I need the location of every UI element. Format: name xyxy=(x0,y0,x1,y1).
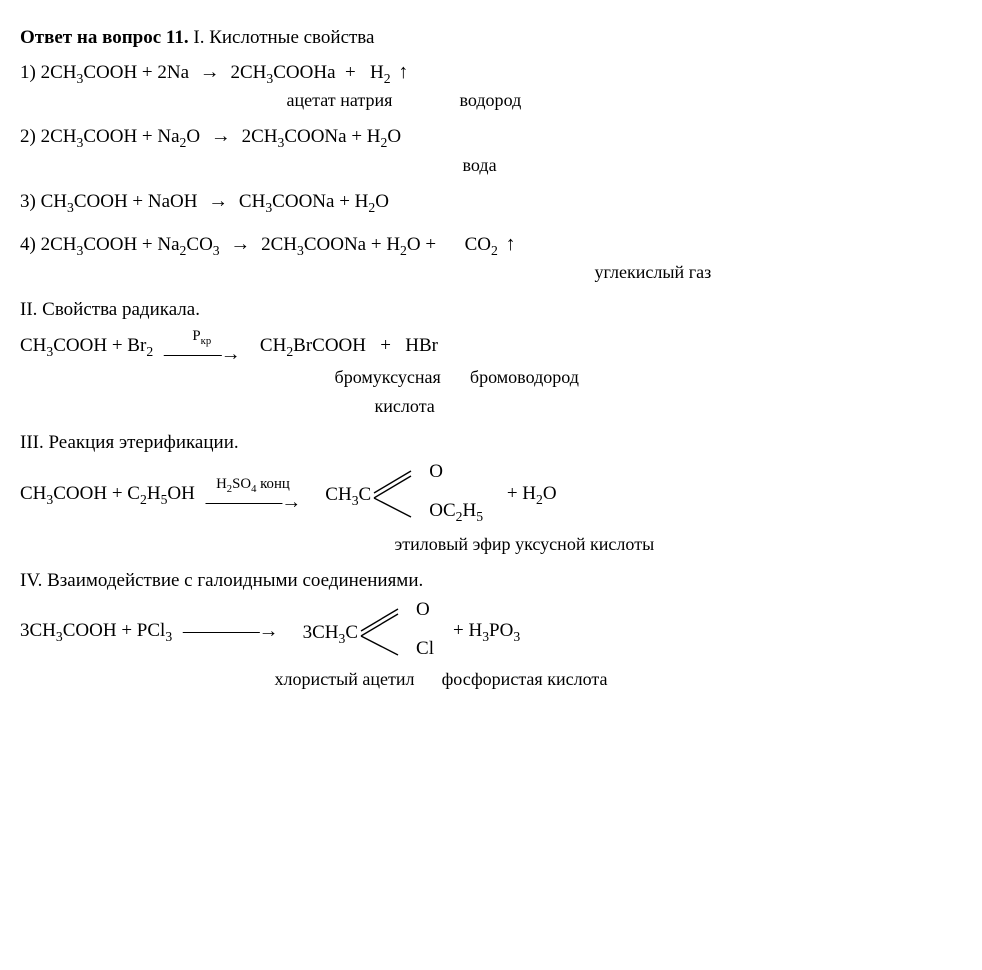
r1-rhs1: 2CH3COOHa xyxy=(230,62,335,83)
r7-tail: + H3PO3 xyxy=(453,617,520,647)
r2-annot: вода xyxy=(20,152,962,178)
bond-diagram-icon xyxy=(358,603,414,659)
r7-prod-bot: Cl xyxy=(416,638,434,660)
r4-lhs: 2CH3COOH + Na2CO3 xyxy=(41,234,220,255)
r7-ann2: фосфористая кислота xyxy=(442,669,608,689)
arrow-icon: ————→ xyxy=(183,622,278,642)
arrow-with-condition: H2SO4 конц ————→ xyxy=(206,477,301,513)
r1-rhs2: H2 xyxy=(370,62,391,83)
r2-lhs: 2CH3COOH + Na2O xyxy=(41,126,201,147)
long-arrow-icon: ————→ xyxy=(183,622,278,642)
r5-rhs1: CH2BrCOOH xyxy=(260,335,366,356)
reaction-6: CH3COOH + C2H5OH H2SO4 конц ————→ CH3C O… xyxy=(20,465,962,525)
r3-lhs: CH3COOH + NaOH xyxy=(41,191,198,212)
r5-rhs2: HBr xyxy=(405,335,438,356)
r7-prod-left: 3CH3C xyxy=(303,603,358,646)
long-arrow-icon: ———→ xyxy=(164,345,240,365)
r6-prod-left: CH3C xyxy=(325,465,371,508)
arrow-icon: → xyxy=(208,187,228,216)
r1-ann1: ацетат натрия xyxy=(287,90,393,110)
arrow-icon: → xyxy=(230,230,250,259)
r6-tail: + H2O xyxy=(507,480,557,510)
title-line: Ответ на вопрос 11. I. Кислотные свойств… xyxy=(20,24,962,52)
r4-annot: углекислый газ xyxy=(20,259,962,285)
r7-lhs: 3CH3COOH + PCl3 xyxy=(20,620,172,641)
r2-rhs: 2CH3COONa + H2O xyxy=(242,126,402,147)
r6-ann: этиловый эфир уксусной кислоты xyxy=(395,534,655,554)
r6-product-struct: CH3C O OC2H5 xyxy=(325,465,483,525)
r1-annot: ацетат натрия водород xyxy=(20,87,962,113)
r1-lhs: 2CH3COOH + 2Na xyxy=(41,62,189,83)
r7-ann1: хлористый ацетил xyxy=(275,669,415,689)
section3-title: III. Реакция этерификации. xyxy=(20,429,962,457)
section1-title: I. Кислотные свойства xyxy=(193,27,374,48)
title: Ответ на вопрос 11. xyxy=(20,27,189,48)
r6-annot: этиловый эфир уксусной кислоты xyxy=(20,531,962,557)
bond-diagram-icon xyxy=(371,465,427,521)
reaction-7: 3CH3COOH + PCl3 ————→ 3CH3C O Cl + H3PO3 xyxy=(20,603,962,661)
r5-annot-b: кислота xyxy=(20,393,962,419)
gas-arrow-icon: ↑ xyxy=(398,61,408,83)
gas-arrow-icon: ↑ xyxy=(506,233,516,255)
reaction-1: 1) 2CH3COOH + 2Na → 2CH3COOHa + H2 ↑ xyxy=(20,58,962,89)
arrow-with-condition: Pкр ———→ xyxy=(164,329,240,365)
section2-title: II. Свойства радикала. xyxy=(20,296,962,324)
reaction-5: CH3COOH + Br2 Pкр ———→ CH2BrCOOH + HBr xyxy=(20,329,962,365)
r1-ann2: водород xyxy=(459,90,521,110)
r5-ann1b: кислота xyxy=(375,396,435,416)
r3-rhs: CH3COONa + H2O xyxy=(239,191,389,212)
reaction-2: 2) 2CH3COOH + Na2O → 2CH3COONa + H2O xyxy=(20,122,962,153)
arrow-icon: → xyxy=(200,58,220,87)
reaction-4: 4) 2CH3COOH + Na2CO3 → 2CH3COONa + H2O +… xyxy=(20,230,962,261)
r5-annot: бромуксусная бромоводород xyxy=(20,364,962,390)
r4-rhs2: CO2 xyxy=(465,234,498,255)
long-arrow-icon: ————→ xyxy=(206,493,301,513)
r6-prod-top: O xyxy=(429,461,443,483)
r5-ann1a: бромуксусная xyxy=(335,367,441,387)
arrow-icon: → xyxy=(211,122,231,151)
r5-lhs: CH3COOH + Br2 xyxy=(20,335,153,356)
reaction-3: 3) CH3COOH + NaOH → CH3COONa + H2O xyxy=(20,187,962,218)
r5-ann2: бромоводород xyxy=(470,367,579,387)
r7-product-struct: 3CH3C O Cl xyxy=(303,603,434,661)
r4-ann: углекислый газ xyxy=(595,262,712,282)
section4-title: IV. Взаимодействие с галоидными соединен… xyxy=(20,567,962,595)
r4-rhs1: 2CH3COONa + H2O + xyxy=(261,234,436,255)
r6-prod-bot: OC2H5 xyxy=(429,500,483,525)
r7-annot: хлористый ацетил фосфористая кислота xyxy=(20,666,962,692)
r7-prod-top: O xyxy=(416,599,430,621)
r6-lhs: CH3COOH + C2H5OH xyxy=(20,483,195,504)
r2-ann: вода xyxy=(463,155,497,175)
